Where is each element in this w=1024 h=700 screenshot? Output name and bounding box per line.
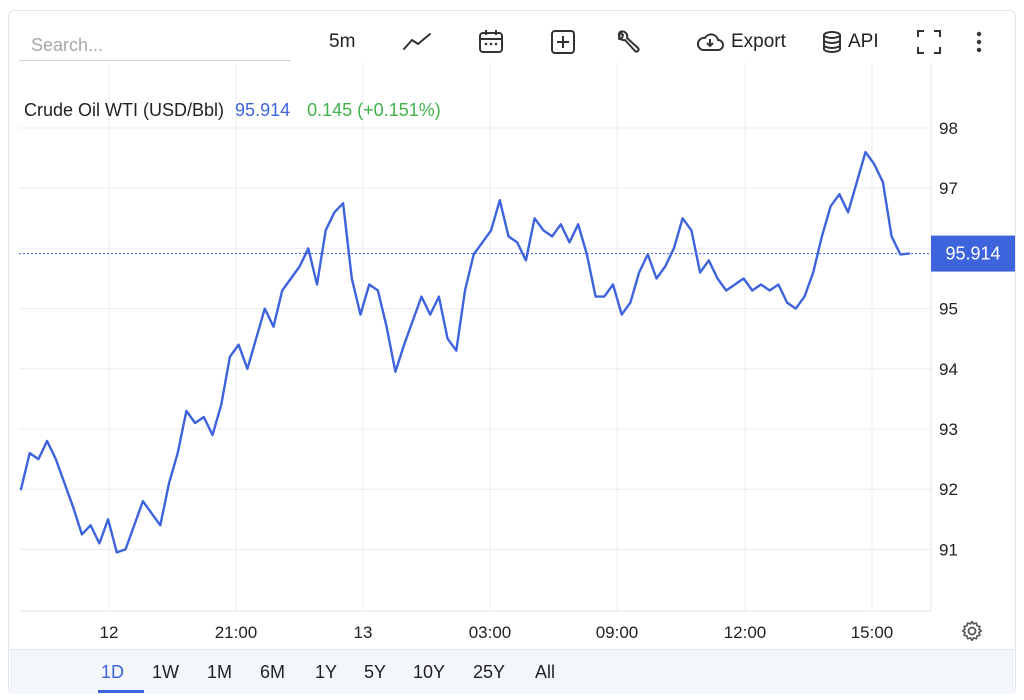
x-tick-label: 09:00 xyxy=(596,623,639,642)
x-axis-ticks: 12 21:00 13 03:00 09:00 12:00 15:00 xyxy=(100,623,894,642)
x-tick-label: 13 xyxy=(354,623,373,642)
range-25y[interactable]: 25Y xyxy=(473,662,506,682)
series-line xyxy=(19,150,911,554)
legend-change: 0.145 (+0.151%) xyxy=(307,100,441,120)
line-chart-icon[interactable] xyxy=(402,27,432,57)
x-tick-label: 21:00 xyxy=(215,623,258,642)
y-tick-label: 92 xyxy=(939,480,958,499)
range-1y[interactable]: 1Y xyxy=(315,662,338,682)
fullscreen-icon[interactable] xyxy=(916,27,942,57)
range-5y[interactable]: 5Y xyxy=(364,662,387,682)
gear-icon[interactable] xyxy=(960,619,984,648)
add-compare-icon[interactable] xyxy=(550,27,576,57)
current-price-label: 95.914 xyxy=(945,244,1000,264)
svg-text:Crude Oil WTI (USD/Bbl): Crude Oil WTI (USD/Bbl) 95.914 0.145 (+0… xyxy=(24,100,441,120)
legend-last: 95.914 xyxy=(235,100,290,120)
legend: Crude Oil WTI (USD/Bbl) 95.914 0.145 (+0… xyxy=(24,100,441,120)
range-1d[interactable]: 1D xyxy=(101,662,125,682)
price-chart[interactable]: 9192939495969798 1221:001303:0009:0012:0… xyxy=(9,11,1015,647)
x-tick-label: 03:00 xyxy=(469,623,512,642)
grid-horizontal xyxy=(19,127,931,550)
x-tick-label: 12 xyxy=(100,623,119,642)
y-tick-label: 94 xyxy=(939,360,958,379)
calendar-icon[interactable] xyxy=(478,27,504,57)
legend-name: Crude Oil WTI (USD/Bbl) xyxy=(24,100,224,120)
y-tick-label: 93 xyxy=(939,420,958,439)
range-all[interactable]: All xyxy=(535,662,556,682)
cloud-download-icon xyxy=(696,33,724,51)
interval-label: 5m xyxy=(329,31,356,52)
current-price-tag: 95.914 xyxy=(931,235,1015,272)
api-button[interactable]: API xyxy=(822,27,879,57)
y-tick-label: 97 xyxy=(939,179,958,198)
more-vertical-icon[interactable] xyxy=(974,27,984,57)
database-icon xyxy=(823,31,841,53)
y-tick-label: 91 xyxy=(939,540,958,559)
range-selector: 1D 1W 1M 6M 1Y 5Y 10Y 25Y All xyxy=(10,649,1014,694)
x-tick-label: 15:00 xyxy=(851,623,894,642)
range-1w[interactable]: 1W xyxy=(152,662,179,682)
export-button[interactable]: Export xyxy=(695,27,786,57)
grid-vertical xyxy=(108,63,873,611)
y-axis-ticks: 9192939495969798 xyxy=(939,119,958,559)
range-10y[interactable]: 10Y xyxy=(413,662,446,682)
search-input[interactable] xyxy=(19,31,291,61)
chart-widget: 5m Export API xyxy=(8,10,1016,694)
y-tick-label: 95 xyxy=(939,300,958,319)
range-6m[interactable]: 6M xyxy=(260,662,286,682)
range-1m[interactable]: 1M xyxy=(207,662,233,682)
interval-selector[interactable]: 5m xyxy=(329,27,355,57)
wrench-icon[interactable] xyxy=(615,27,641,57)
x-tick-label: 12:00 xyxy=(724,623,767,642)
api-label: API xyxy=(848,31,879,52)
active-range-indicator xyxy=(98,690,144,693)
y-tick-label: 98 xyxy=(939,119,958,138)
export-label: Export xyxy=(731,31,786,52)
toolbar: 5m Export API xyxy=(9,11,1017,69)
